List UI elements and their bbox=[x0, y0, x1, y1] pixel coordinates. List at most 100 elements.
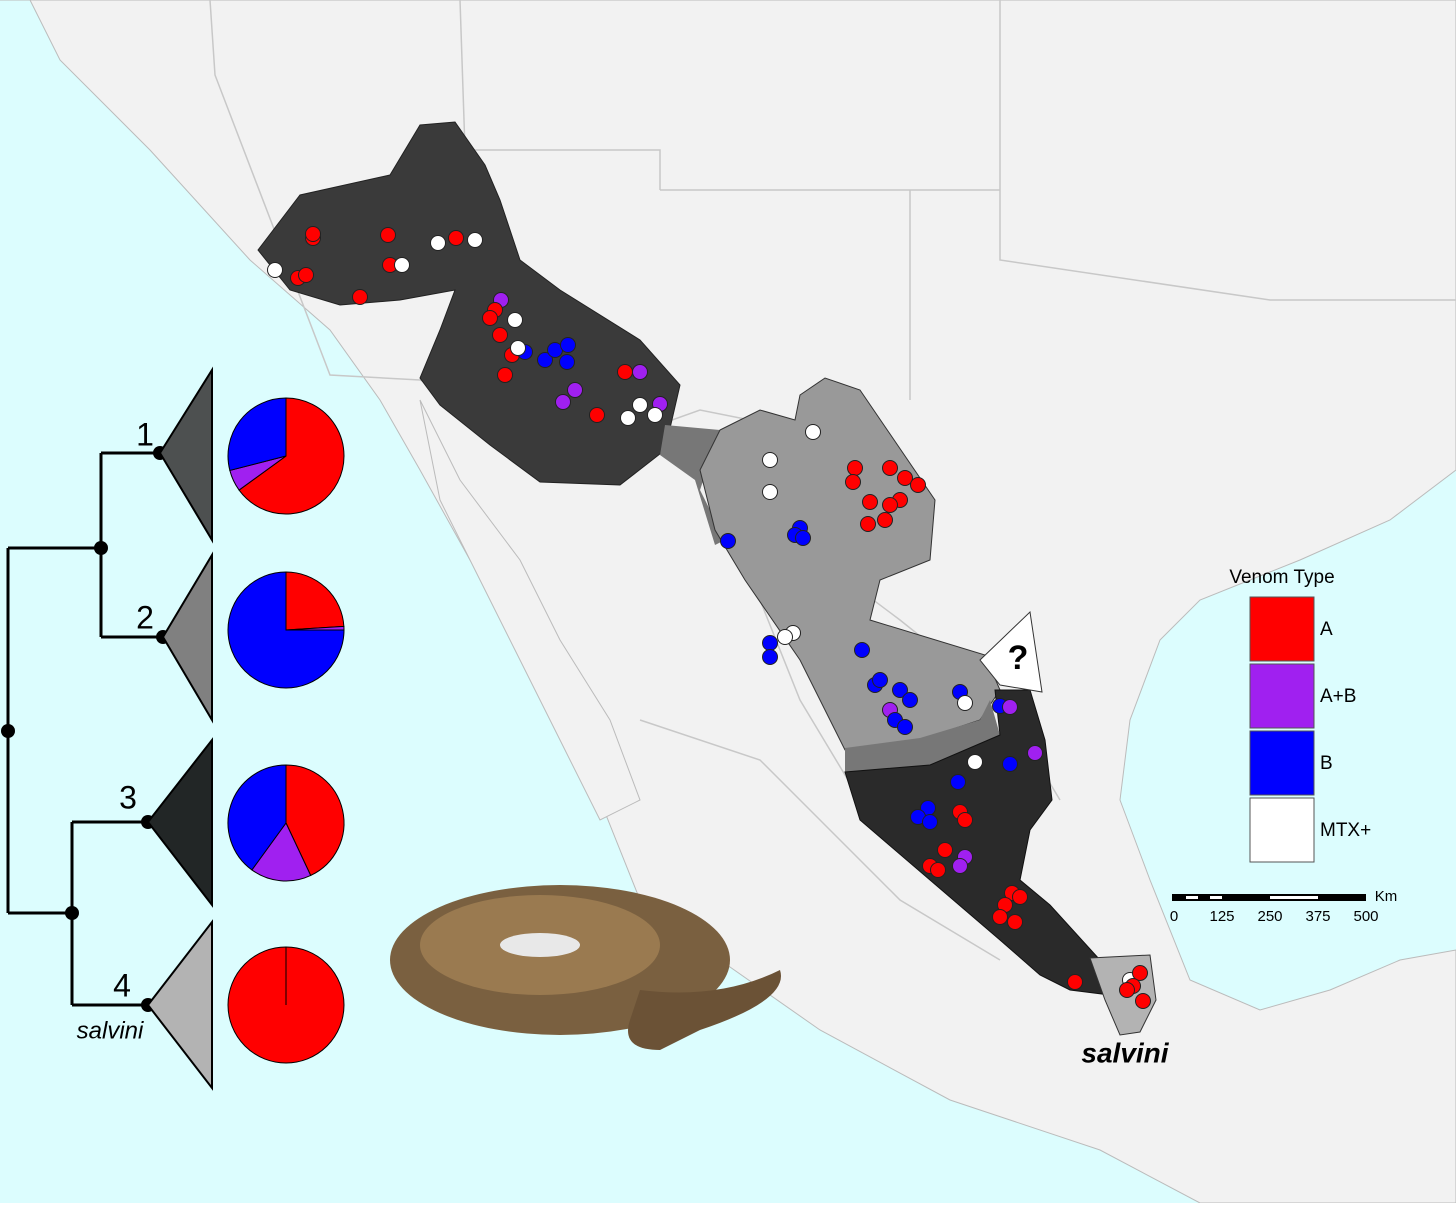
scale-tick-label: 375 bbox=[1305, 908, 1330, 925]
sample-point bbox=[507, 312, 523, 328]
sample-point bbox=[762, 649, 778, 665]
sample-point bbox=[1002, 699, 1018, 715]
pie-slice bbox=[227, 397, 287, 472]
scale-bar-segment bbox=[1210, 896, 1222, 899]
sample-point bbox=[647, 407, 663, 423]
sample-point bbox=[992, 909, 1008, 925]
sample-point bbox=[854, 642, 870, 658]
unknown-marker: ? bbox=[1008, 639, 1029, 677]
node bbox=[65, 906, 79, 920]
legend-swatch bbox=[1249, 797, 1315, 863]
sample-point bbox=[877, 512, 893, 528]
sample-point bbox=[805, 424, 821, 440]
sample-point bbox=[467, 232, 483, 248]
sample-point bbox=[1007, 914, 1023, 930]
pie-slice bbox=[285, 571, 345, 631]
sample-point bbox=[892, 682, 908, 698]
scale-tick-label: 0 bbox=[1170, 908, 1178, 925]
sample-point bbox=[930, 862, 946, 878]
snake-photo bbox=[390, 885, 781, 1050]
scale-bar-body bbox=[1172, 894, 1366, 901]
legend-swatch bbox=[1249, 663, 1315, 729]
sample-point bbox=[1067, 974, 1083, 990]
legend-title: Venom Type bbox=[1229, 567, 1334, 588]
sample-point bbox=[482, 310, 498, 326]
sample-point bbox=[762, 484, 778, 500]
legend-label: B bbox=[1320, 753, 1333, 774]
clade-sublabel: salvini bbox=[77, 1017, 144, 1044]
pie-slice bbox=[227, 571, 345, 689]
sample-point bbox=[902, 692, 918, 708]
sample-point bbox=[957, 812, 973, 828]
sample-point bbox=[882, 497, 898, 513]
scale-bar-segment bbox=[1270, 896, 1318, 899]
sample-point bbox=[937, 842, 953, 858]
sample-point bbox=[380, 227, 396, 243]
sample-point bbox=[847, 460, 863, 476]
scale-bar-segment bbox=[1186, 896, 1198, 899]
baja-peninsula bbox=[419, 399, 641, 821]
sample-point bbox=[497, 367, 513, 383]
sample-point bbox=[882, 460, 898, 476]
sample-point bbox=[957, 695, 973, 711]
sample-point bbox=[762, 452, 778, 468]
legend-swatch bbox=[1249, 730, 1315, 796]
sample-point bbox=[448, 230, 464, 246]
legend-label: MTX+ bbox=[1320, 820, 1371, 841]
sample-point bbox=[762, 635, 778, 651]
sample-point bbox=[298, 267, 314, 283]
sample-point bbox=[559, 354, 575, 370]
sample-point bbox=[897, 719, 913, 735]
sample-point bbox=[537, 352, 553, 368]
sample-point bbox=[567, 382, 583, 398]
sample-point bbox=[872, 672, 888, 688]
node bbox=[1, 724, 15, 738]
sample-point bbox=[862, 494, 878, 510]
sample-point bbox=[1135, 993, 1151, 1009]
sample-point bbox=[952, 858, 968, 874]
clade-triangle bbox=[146, 919, 213, 1091]
sample-point bbox=[1119, 982, 1135, 998]
pie-slice bbox=[285, 764, 345, 877]
clade-label: 2 bbox=[136, 599, 154, 635]
clade-triangle bbox=[146, 737, 213, 908]
scale-tick-label: 250 bbox=[1257, 908, 1282, 925]
sample-point bbox=[589, 407, 605, 423]
clade-label: 3 bbox=[119, 779, 137, 815]
sample-point bbox=[950, 774, 966, 790]
sample-point bbox=[1012, 889, 1028, 905]
sample-point bbox=[1027, 745, 1043, 761]
legend: A A+B B MTX+ bbox=[1249, 596, 1371, 863]
scale-tick-label: 500 bbox=[1353, 908, 1378, 925]
legend-label: A bbox=[1320, 619, 1333, 640]
border bbox=[459, 0, 1456, 400]
sample-point bbox=[617, 364, 633, 380]
sample-point bbox=[555, 394, 571, 410]
sample-point bbox=[897, 470, 913, 486]
legend-label: A+B bbox=[1320, 686, 1356, 707]
region-label: salvini bbox=[1081, 1037, 1169, 1068]
pie-slice bbox=[227, 764, 287, 871]
node bbox=[94, 541, 108, 555]
range-clade-3 bbox=[844, 689, 1111, 996]
legend-swatch bbox=[1249, 596, 1315, 662]
sample-point bbox=[267, 262, 283, 278]
scale-tick-label: 125 bbox=[1209, 908, 1234, 925]
sample-point bbox=[632, 364, 648, 380]
sample-point bbox=[620, 410, 636, 426]
sample-point bbox=[860, 516, 876, 532]
sample-points bbox=[267, 226, 1151, 1009]
sample-point bbox=[510, 340, 526, 356]
scale-bar: Km 0 125 250 375 500 bbox=[1170, 888, 1397, 925]
sample-point bbox=[632, 397, 648, 413]
clade-triangle bbox=[161, 551, 213, 724]
pie-charts bbox=[227, 397, 345, 1064]
clade-label: 1 bbox=[136, 416, 154, 452]
sample-point bbox=[492, 327, 508, 343]
sample-point bbox=[845, 474, 861, 490]
pie-slice bbox=[238, 397, 345, 515]
sample-point bbox=[777, 629, 793, 645]
sample-point bbox=[305, 226, 321, 242]
scale-unit: Km bbox=[1375, 888, 1398, 905]
